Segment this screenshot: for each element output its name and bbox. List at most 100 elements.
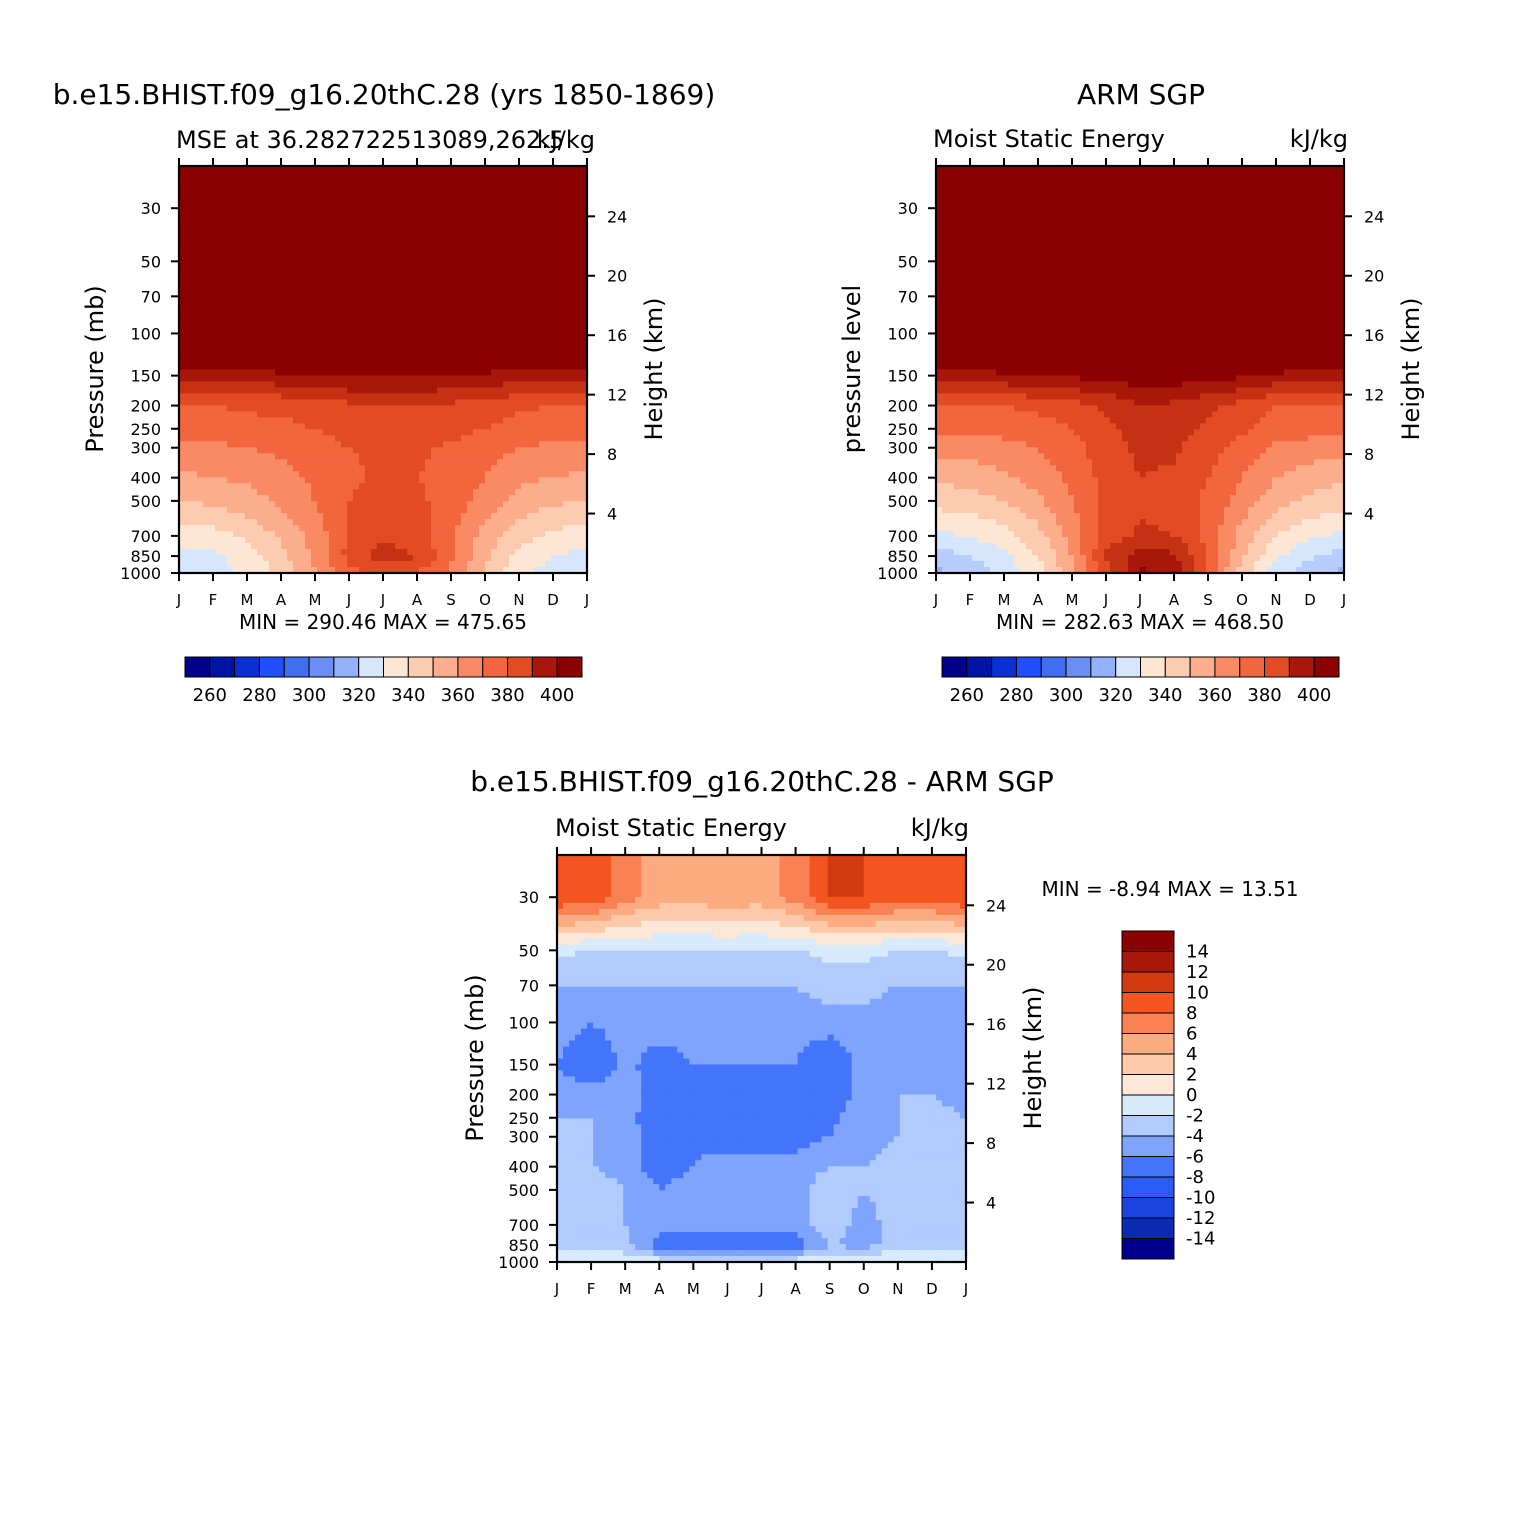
contour-cell	[515, 351, 522, 359]
contour-cell	[203, 393, 210, 401]
contour-cell	[329, 261, 336, 269]
contour-cell	[263, 309, 270, 317]
contour-cell	[263, 507, 270, 514]
contour-cell	[191, 441, 198, 448]
contour-cell	[299, 489, 306, 496]
contour-cell	[203, 525, 210, 532]
contour-cell	[461, 279, 468, 287]
contour-cell	[533, 303, 540, 311]
contour-cell	[293, 561, 300, 568]
contour-cell	[263, 207, 270, 215]
colorbar-label: 320	[342, 685, 376, 706]
contour-cell	[515, 489, 522, 496]
contour-cell	[275, 285, 282, 293]
contour-cell	[539, 417, 546, 424]
contour-cell	[1320, 177, 1327, 185]
contour-cell	[359, 225, 366, 233]
contour-cell	[359, 561, 366, 568]
contour-cell	[473, 567, 480, 574]
contour-cell	[467, 333, 474, 341]
contour-cell	[215, 201, 222, 209]
contour-cell	[221, 525, 228, 532]
contour-cell	[545, 243, 552, 251]
contour-cell	[1074, 171, 1081, 179]
contour-cell	[503, 189, 510, 197]
contour-cell	[329, 315, 336, 323]
contour-cell	[353, 279, 360, 287]
contour-cell	[413, 399, 420, 407]
contour-cell	[377, 417, 384, 424]
contour-cell	[323, 465, 330, 472]
contour-cell	[509, 291, 516, 299]
contour-cell	[449, 393, 456, 401]
contour-cell	[527, 555, 534, 562]
contour-cell	[545, 231, 552, 239]
contour-cell	[359, 207, 366, 215]
contour-cell	[533, 399, 540, 407]
contour-cell	[443, 321, 450, 329]
contour-cell	[263, 243, 270, 251]
contour-cell	[1092, 166, 1099, 173]
contour-cell	[521, 267, 528, 275]
contour-cell	[281, 495, 288, 502]
contour-cell	[191, 219, 198, 227]
contour-cell	[581, 255, 588, 263]
contour-cell	[323, 267, 330, 275]
contour-cell	[455, 471, 462, 478]
contour-cell	[275, 189, 282, 197]
contour-cell	[485, 411, 492, 418]
contour-cell	[239, 513, 246, 520]
contour-cell	[311, 285, 318, 293]
contour-cell	[455, 531, 462, 538]
contour-cell	[569, 393, 576, 401]
contour-cell	[449, 189, 456, 197]
contour-cell	[467, 339, 474, 347]
contour-cell	[311, 249, 318, 257]
contour-cell	[521, 303, 528, 311]
contour-cell	[191, 537, 198, 544]
contour-cell	[545, 411, 552, 418]
contour-cell	[287, 513, 294, 520]
contour-cell	[335, 465, 342, 472]
contour-cell	[557, 279, 564, 287]
contour-cell	[221, 195, 228, 203]
contour-cell	[323, 519, 330, 526]
contour-cell	[413, 321, 420, 329]
contour-cell	[179, 501, 186, 508]
contour-cell	[467, 267, 474, 275]
contour-cell	[503, 471, 510, 478]
contour-cell	[329, 489, 336, 496]
contour-cell	[305, 213, 312, 221]
contour-cell	[485, 393, 492, 401]
contour-cell	[569, 417, 576, 424]
contour-cell	[239, 315, 246, 323]
contour-cell	[521, 471, 528, 478]
contour-cell	[245, 561, 252, 568]
contour-cell	[437, 166, 444, 173]
contour-cell	[197, 213, 204, 221]
contour-cell	[557, 273, 564, 281]
contour-cell	[533, 483, 540, 490]
contour-cell	[233, 549, 240, 556]
contour-cell	[365, 411, 372, 418]
contour-cell	[575, 333, 582, 341]
contour-cell	[569, 297, 576, 305]
contour-cell	[467, 543, 474, 550]
contour-cell	[215, 441, 222, 448]
contour-cell	[239, 447, 246, 454]
contour-cell	[323, 213, 330, 221]
contour-cell	[311, 399, 318, 407]
contour-cell	[437, 381, 444, 389]
contour-cell	[443, 525, 450, 532]
contour-cell	[185, 315, 192, 323]
contour-cell	[455, 273, 462, 281]
contour-cell	[557, 405, 564, 412]
contour-cell	[383, 309, 390, 317]
contour-cell	[281, 459, 288, 466]
contour-cell	[437, 351, 444, 359]
contour-cell	[479, 303, 486, 311]
contour-cell	[335, 495, 342, 502]
contour-cell	[407, 447, 414, 454]
contour-cell	[539, 166, 546, 173]
contour-cell	[557, 297, 564, 305]
